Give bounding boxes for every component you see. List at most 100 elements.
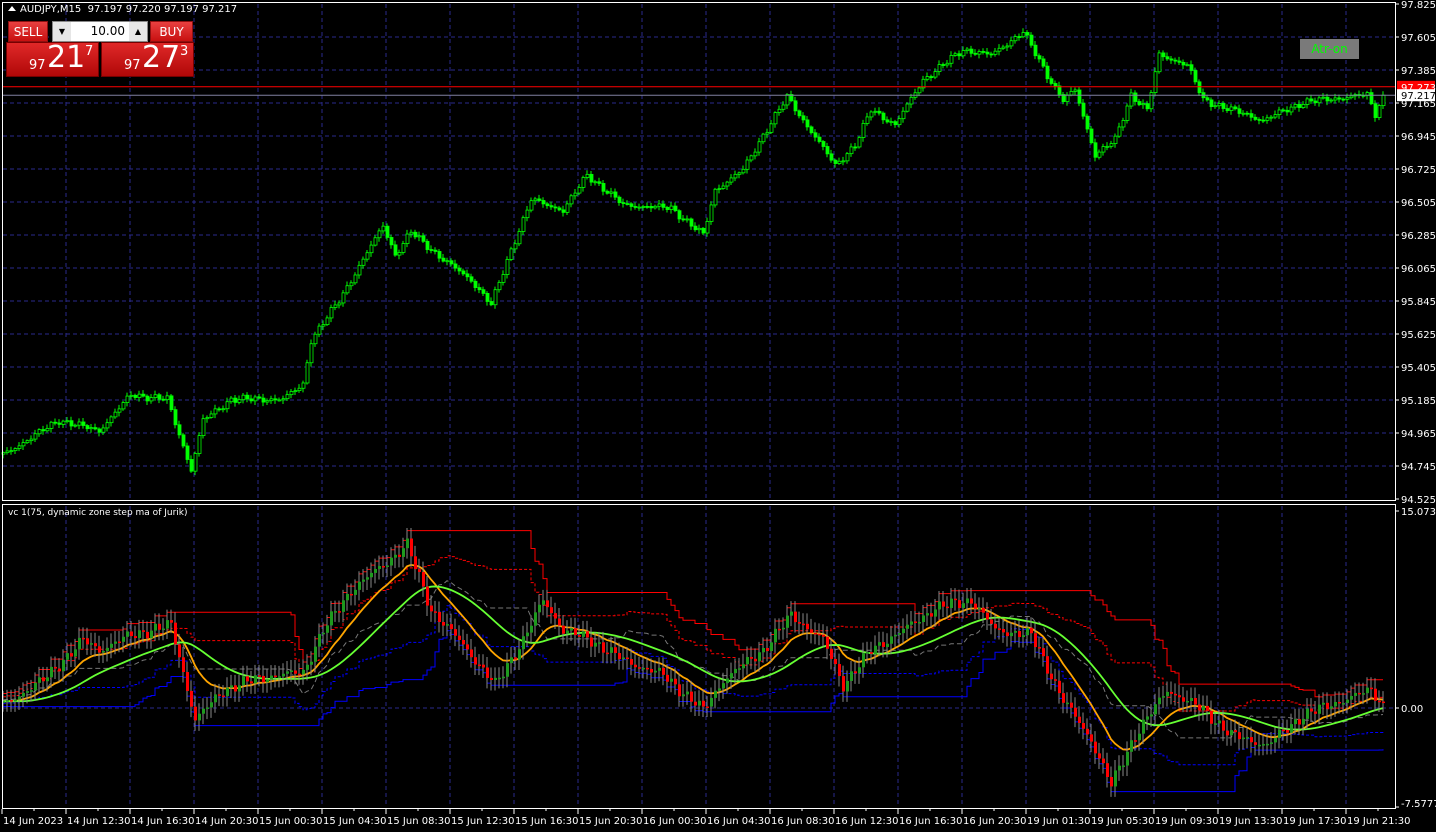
time-axis-label: 15 Jun 20:30 xyxy=(579,816,643,827)
time-axis-label: 14 Jun 20:30 xyxy=(195,816,259,827)
candle-body xyxy=(105,422,110,429)
oscillator-bar xyxy=(806,623,809,630)
oscillator-bar xyxy=(1018,631,1021,638)
candle-body xyxy=(1061,94,1066,102)
oscillator-bar xyxy=(250,681,253,684)
oscillator-bar xyxy=(1262,744,1265,746)
step-ma-line xyxy=(2,585,1384,731)
oscillator-bar xyxy=(746,657,749,665)
candle-body xyxy=(193,453,198,472)
oscillator-bar xyxy=(1054,679,1057,681)
oscillator-bar xyxy=(374,569,377,573)
candle-body xyxy=(829,153,834,161)
oscillator-bar xyxy=(102,651,105,653)
oscillator-bar xyxy=(350,593,353,596)
sell-price[interactable]: 97 21 7 xyxy=(6,40,99,77)
oscillator-bar xyxy=(366,577,369,580)
candle-body xyxy=(957,53,962,57)
candle-body xyxy=(793,100,798,112)
candle-body xyxy=(825,146,830,155)
oscillator-bar xyxy=(682,694,685,697)
ask-price-label: 97.273 xyxy=(1401,83,1436,94)
candle-body xyxy=(637,206,642,209)
time-axis-label: 15 Jun 04:30 xyxy=(323,816,387,827)
oscillator-bar xyxy=(678,684,681,697)
candle-body xyxy=(1257,119,1262,121)
collapse-triangle-icon[interactable] xyxy=(8,6,16,11)
candle-body xyxy=(189,459,194,472)
candle-body xyxy=(333,304,338,308)
oscillator-bar xyxy=(1234,730,1237,733)
oscillator-bar xyxy=(110,643,113,648)
candle-body xyxy=(185,445,190,460)
price-axis-label: 96.065 xyxy=(1401,264,1436,275)
oscillator-bar xyxy=(1298,719,1301,725)
increase-lot-icon[interactable]: ▲ xyxy=(129,22,147,41)
atr-on-button[interactable]: Atr-on xyxy=(1300,39,1359,59)
lot-stepper[interactable]: ▼ 10.00 ▲ xyxy=(52,21,148,42)
candle-body xyxy=(485,293,490,302)
time-axis-label: 16 Jun 20:30 xyxy=(963,816,1027,827)
oscillator-bar xyxy=(1318,704,1321,714)
oscillator-bar xyxy=(1038,647,1041,649)
oscillator-bar xyxy=(750,657,753,659)
oscillator-bar xyxy=(390,557,393,566)
oscillator-bar xyxy=(566,630,569,634)
oscillator-bar xyxy=(438,612,441,622)
oscillator-bar xyxy=(1062,693,1065,703)
candle-body xyxy=(773,112,778,125)
oscillator-bar xyxy=(1162,696,1165,698)
sell-button[interactable]: SELL xyxy=(8,21,48,42)
candle-body xyxy=(609,191,614,194)
decrease-lot-icon[interactable]: ▼ xyxy=(53,22,71,41)
candle-body xyxy=(945,62,950,66)
oscillator-bar xyxy=(378,565,381,570)
oscillator-bar xyxy=(498,677,501,680)
candle-body xyxy=(1249,113,1254,118)
candle-body xyxy=(233,397,238,403)
candle-body xyxy=(989,53,994,56)
oscillator-bar xyxy=(1230,730,1233,736)
candle-body xyxy=(1049,78,1054,84)
candle-body xyxy=(1065,94,1070,102)
candle-body xyxy=(505,259,510,275)
candle-body xyxy=(49,421,54,429)
oscillator-bar xyxy=(230,685,233,688)
price-lines xyxy=(3,86,1395,96)
candle-body xyxy=(697,227,702,231)
candle-body xyxy=(65,420,70,423)
oscillator-bar xyxy=(1190,697,1193,701)
oscillator-bar xyxy=(1186,700,1189,703)
buy-price[interactable]: 97 27 3 xyxy=(101,40,194,77)
buy-button[interactable]: BUY xyxy=(150,21,193,42)
time-axis-label: 19 Jun 21:30 xyxy=(1347,816,1411,827)
candle-body xyxy=(549,205,554,208)
oscillator-bar xyxy=(814,632,817,635)
oscillator-bar xyxy=(922,615,925,623)
lot-input[interactable]: 10.00 xyxy=(90,24,125,38)
oscillator-bar xyxy=(458,635,461,641)
candle-body xyxy=(465,273,470,278)
time-axis-label: 14 Jun 2023 xyxy=(3,816,63,827)
oscillator-bar xyxy=(838,664,841,677)
candle-body xyxy=(1289,106,1294,113)
candle-body xyxy=(713,188,718,206)
oscillator-bar xyxy=(310,661,313,665)
oscillator-bar xyxy=(1130,740,1133,752)
oscillator-bar xyxy=(1250,737,1253,743)
candle-body xyxy=(1221,103,1226,109)
time-axis-label: 15 Jun 12:30 xyxy=(451,816,515,827)
candle-body xyxy=(641,206,646,208)
candle-body xyxy=(897,118,902,126)
oscillator-bar xyxy=(302,669,305,675)
candle-body xyxy=(293,390,298,393)
oscillator-bar xyxy=(1346,699,1349,704)
oscillator-bar xyxy=(130,631,133,637)
candle-body xyxy=(1277,109,1282,116)
candle-body xyxy=(645,206,650,208)
oscillator-bar xyxy=(1014,631,1017,633)
candle-body xyxy=(777,108,782,113)
oscillator-bar xyxy=(362,579,365,582)
oscillator-bar xyxy=(722,683,725,689)
